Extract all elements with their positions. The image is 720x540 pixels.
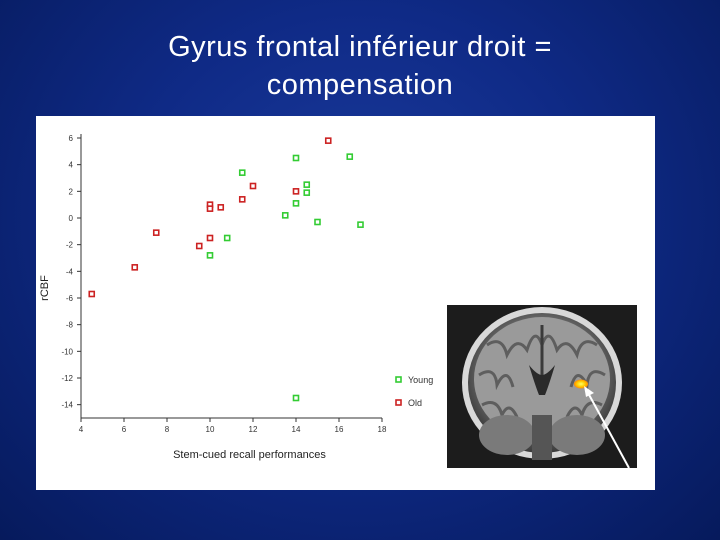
data-point-young <box>238 169 246 176</box>
legend-label-old: Old <box>408 398 422 408</box>
y-tick-label: -4 <box>66 267 74 276</box>
y-tick-label: -8 <box>66 321 74 330</box>
data-point-young <box>303 181 311 188</box>
y-tick-label: -2 <box>66 241 74 250</box>
data-point-old <box>292 188 300 195</box>
x-axis-label: Stem-cued recall performances <box>173 449 326 461</box>
slide-title-line1: Gyrus frontal inférieur droit = <box>168 31 552 63</box>
legend-marker-old <box>395 399 402 406</box>
data-point-young <box>206 252 214 259</box>
scatter-chart: 6 4 2 0 -2 -4 -6 -8 -10 -12 -14 4 6 8 10 12 14 16 18 Stem-c… <box>39 134 433 461</box>
data-point-old <box>206 205 214 212</box>
y-tick-label: -12 <box>61 374 73 383</box>
x-tick-label: 18 <box>378 425 387 434</box>
data-point-old <box>152 229 160 236</box>
y-tick-label: 0 <box>69 214 74 223</box>
data-point-old <box>88 290 96 298</box>
data-point-young <box>292 394 300 402</box>
y-axis-label: rCBF <box>39 275 51 301</box>
y-tick-label: -10 <box>61 347 73 356</box>
data-point-old <box>131 264 139 271</box>
x-tick-label: 4 <box>79 425 84 434</box>
data-point-young <box>303 189 311 196</box>
y-tick-label: 2 <box>69 187 74 196</box>
y-tick-label: 6 <box>69 134 74 143</box>
figure-panel: 6 4 2 0 -2 -4 -6 -8 -10 -12 -14 4 6 8 10 12 14 16 18 Stem-c… <box>36 116 655 490</box>
x-tick-label: 6 <box>122 425 127 434</box>
x-tick-label: 10 <box>206 425 215 434</box>
slide-title: Gyrus frontal inférieur droit = compensa… <box>0 28 720 104</box>
x-tick-label: 12 <box>249 425 258 434</box>
slide-title-line2: compensation <box>266 69 454 101</box>
y-tick-label: -6 <box>66 294 74 303</box>
data-point-young <box>292 200 300 207</box>
data-point-old <box>249 182 257 190</box>
legend-label-young: Young <box>408 375 433 385</box>
x-tick-label: 16 <box>335 425 344 434</box>
data-point-young <box>281 212 289 219</box>
data-point-old <box>206 234 214 242</box>
data-point-young <box>292 154 300 162</box>
x-tick-label: 14 <box>292 425 301 434</box>
data-point-old <box>324 137 332 144</box>
data-point-old <box>217 204 225 211</box>
x-tick-label: 8 <box>165 425 170 434</box>
legend-marker-young <box>395 376 402 383</box>
y-tick-label: -14 <box>61 401 73 410</box>
y-tick-label: 4 <box>69 161 74 170</box>
data-point-young <box>346 153 354 160</box>
brain-mri-image <box>447 305 637 468</box>
data-point-young <box>314 218 321 226</box>
data-point-young <box>357 221 364 228</box>
data-point-young <box>223 234 231 242</box>
data-point-old <box>238 196 246 203</box>
data-point-old <box>195 242 203 250</box>
coronal-brain-mri-icon <box>447 305 637 468</box>
